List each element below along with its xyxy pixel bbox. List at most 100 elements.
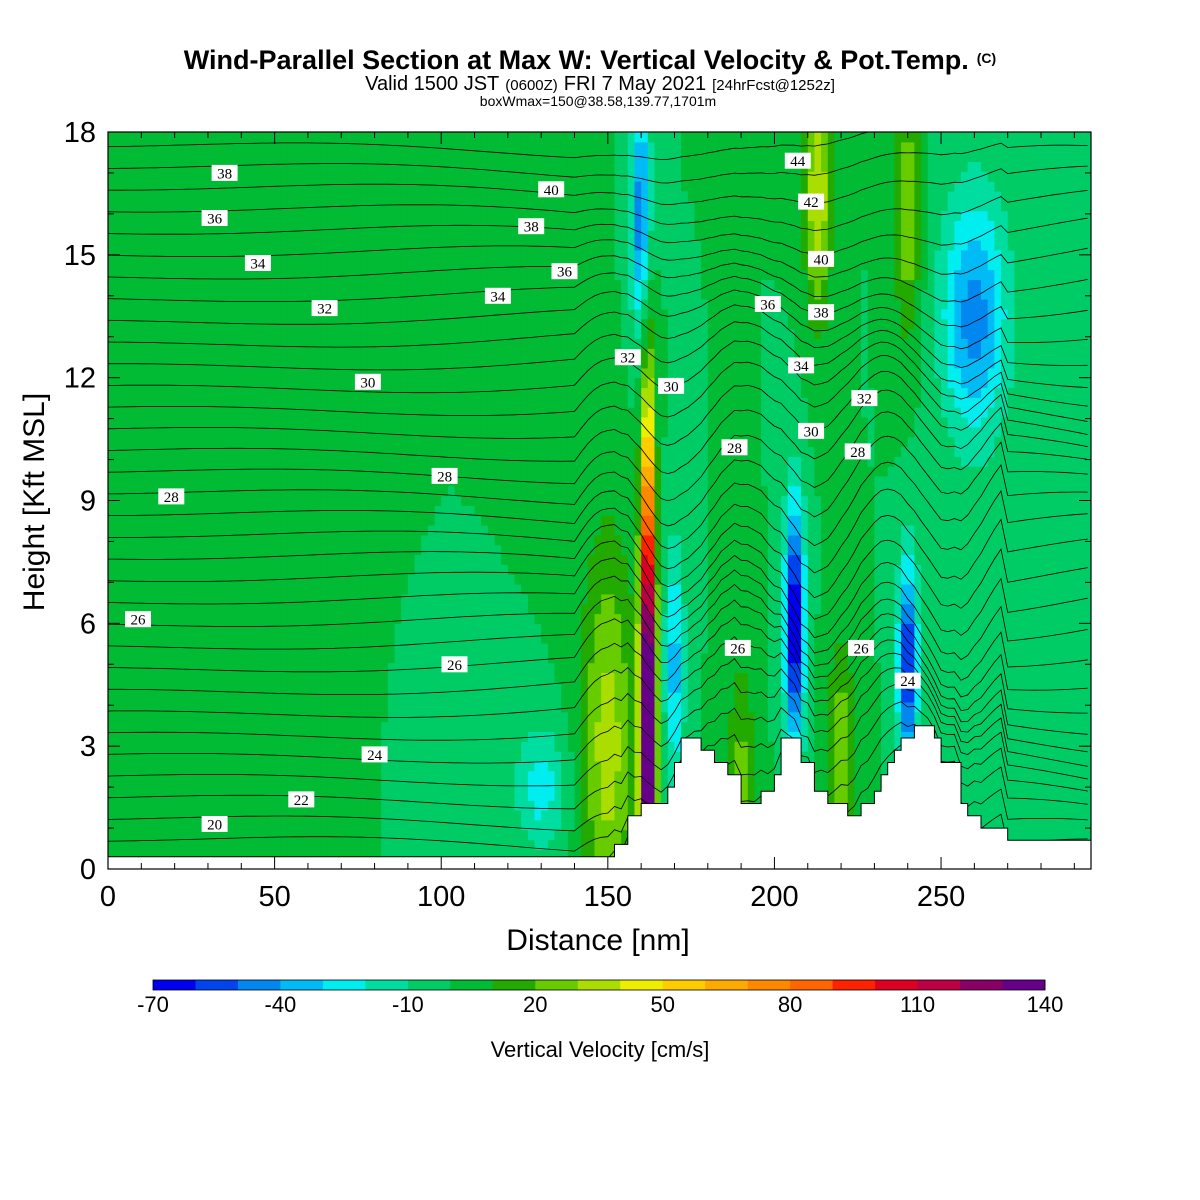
w-cell [434, 829, 442, 841]
w-cell [514, 338, 522, 349]
w-cell [267, 407, 276, 418]
w-cell [154, 377, 162, 389]
w-cell [301, 181, 309, 192]
w-cell [481, 593, 489, 605]
w-cell [261, 525, 269, 536]
w-cell [487, 328, 496, 339]
w-cell [154, 505, 162, 516]
w-cell [307, 829, 316, 841]
w-cell [128, 623, 136, 634]
w-cell [447, 584, 456, 595]
w-cell [414, 200, 422, 212]
w-cell [141, 397, 149, 408]
w-cell [394, 701, 402, 713]
w-cell [381, 652, 389, 664]
w-cell [521, 240, 529, 251]
w-cell [547, 603, 556, 615]
w-cell [267, 770, 276, 782]
w-cell [381, 191, 389, 202]
w-cell [521, 810, 529, 821]
w-cell [114, 161, 122, 172]
w-cell [128, 554, 136, 565]
w-cell [274, 584, 282, 595]
w-cell [361, 721, 369, 732]
w-cell [354, 308, 362, 320]
w-cell [487, 426, 496, 438]
w-cell [174, 417, 182, 428]
w-cell [214, 731, 222, 742]
w-cell [161, 269, 169, 280]
w-cell [367, 230, 376, 241]
w-cell [407, 289, 416, 300]
w-cell [394, 515, 402, 526]
w-cell [514, 456, 522, 467]
w-cell [474, 426, 482, 438]
w-cell [341, 456, 349, 467]
w-cell [354, 751, 362, 762]
w-cell [501, 829, 509, 841]
w-cell [547, 584, 556, 595]
w-cell [501, 672, 509, 683]
w-cell [148, 819, 156, 831]
w-cell [381, 407, 389, 418]
w-cell [287, 751, 296, 762]
w-cell [421, 171, 429, 182]
w-cell [181, 348, 189, 359]
w-cell [374, 780, 382, 791]
w-cell [208, 141, 216, 153]
w-cell [541, 328, 549, 339]
w-cell [134, 141, 142, 153]
w-cell [374, 249, 382, 261]
w-cell [208, 495, 216, 506]
w-cell [194, 200, 202, 212]
w-cell [234, 731, 242, 742]
w-cell [161, 584, 169, 595]
w-cell [228, 613, 236, 624]
w-cell [421, 249, 429, 261]
w-cell [321, 780, 329, 791]
w-cell [148, 279, 156, 290]
w-cell [141, 800, 149, 811]
w-cell [447, 132, 456, 143]
w-cell [407, 377, 416, 389]
w-cell [514, 554, 522, 565]
w-cell [441, 810, 449, 821]
w-cell [134, 367, 142, 379]
w-cell [108, 132, 116, 143]
w-cell [421, 446, 429, 457]
w-cell [367, 210, 376, 221]
w-cell [454, 308, 462, 320]
w-cell [341, 603, 349, 615]
w-cell [381, 377, 389, 389]
w-cell [281, 240, 289, 251]
w-cell [401, 751, 409, 762]
w-cell [481, 603, 489, 615]
w-cell [541, 682, 549, 693]
w-cell [201, 328, 209, 339]
w-cell [474, 338, 482, 349]
w-cell [507, 701, 516, 713]
w-cell [108, 240, 116, 251]
w-cell [134, 652, 142, 664]
w-cell [168, 819, 176, 831]
w-cell [474, 662, 482, 673]
w-cell [241, 328, 249, 339]
w-cell [401, 662, 409, 673]
w-cell [267, 692, 276, 703]
w-cell [108, 200, 116, 212]
w-cell [287, 230, 296, 241]
w-cell [261, 387, 269, 398]
w-cell [294, 839, 302, 850]
w-cell [454, 819, 462, 831]
w-cell [228, 358, 236, 369]
w-cell [254, 810, 262, 821]
w-cell [114, 800, 122, 811]
w-cell [201, 338, 209, 349]
w-cell [128, 692, 136, 703]
w-cell [314, 210, 322, 221]
w-cell [387, 662, 396, 673]
w-cell [148, 338, 156, 349]
w-cell [294, 367, 302, 379]
w-cell [494, 721, 502, 732]
w-cell [374, 358, 382, 369]
